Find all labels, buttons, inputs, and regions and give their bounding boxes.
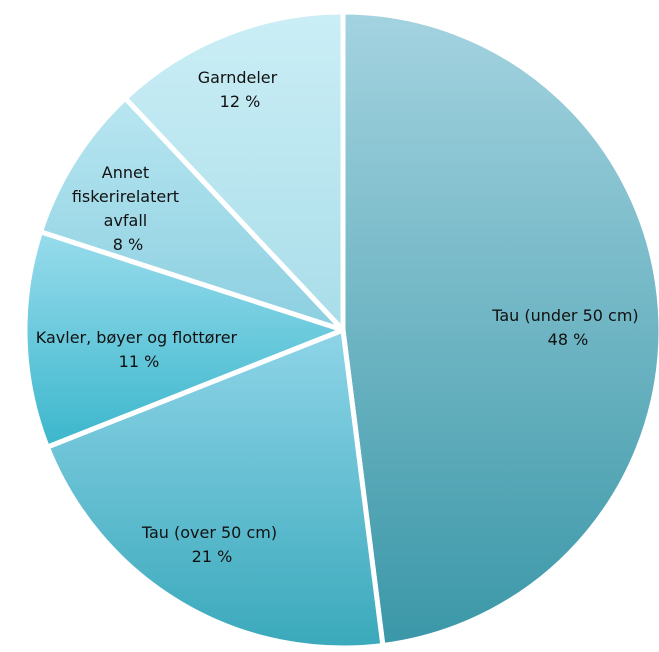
slices-layer [22,9,659,651]
slice-label-tau-over-value: 21 % [192,547,233,566]
pie-slice-tau-under [340,9,659,648]
slice-label-tau-over: Tau (over 50 cm) 21 % [141,523,282,566]
slice-label-garndeler-name: Garndeler [198,68,278,87]
slice-label-garndeler-value: 12 % [220,92,261,111]
slice-label-kavler-value: 11 % [119,352,160,371]
slice-label-tau-under-name: Tau (under 50 cm) [491,306,638,325]
pie-slice-annet [38,95,346,333]
slice-label-tau-under-value: 48 % [548,330,589,349]
slice-label-tau-under: Tau (under 50 cm) 48 % [491,306,644,349]
slice-label-garndeler: Garndeler 12 % [198,68,283,111]
pie-slice-tau-over [44,327,386,651]
pie-slice-kavler [22,229,346,450]
slice-label-kavler-name: Kavler, bøyer og flottører [36,328,238,347]
labels-layer: Tau (under 50 cm) 48 % Tau (over 50 cm) … [36,68,644,566]
slice-label-annet: Annet fiskerirelatert avfall 8 % [72,163,184,254]
slice-label-tau-over-name: Tau (over 50 cm) [141,523,277,542]
slice-label-kavler: Kavler, bøyer og flottører 11 % [36,328,242,371]
slice-label-annet-value: 8 % [113,235,143,254]
pie-slice-garndeler [122,9,346,333]
